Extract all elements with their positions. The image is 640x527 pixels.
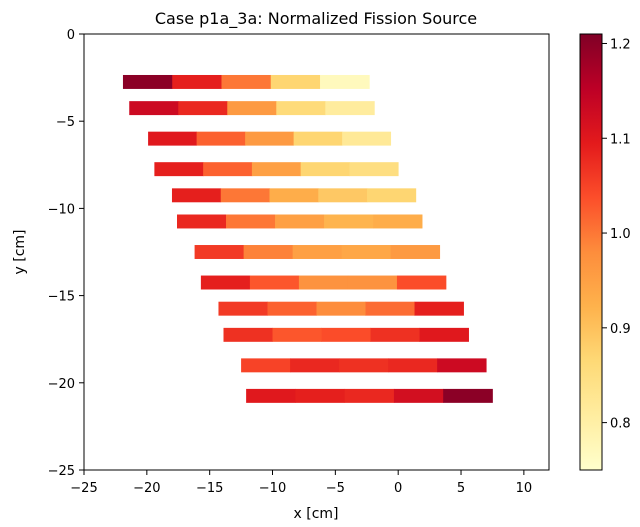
heatmap-cell [194, 245, 245, 259]
heatmap-cell [365, 301, 415, 316]
colorbar [579, 33, 603, 471]
x-tick-label: −25 [70, 481, 97, 496]
heatmap-cell [437, 358, 487, 373]
y-tick-label: −5 [56, 115, 75, 130]
colorbar-tick-label: 1.2 [610, 37, 631, 52]
heatmap-cell [270, 74, 321, 89]
heatmap-cell [349, 162, 399, 177]
colorbar-tick-label: 1.1 [610, 132, 631, 147]
heatmap-cell [321, 327, 371, 342]
heatmap-cell [276, 101, 326, 116]
heatmap-cell [267, 301, 317, 316]
heatmap-cell [300, 162, 350, 177]
heatmap-cell [342, 131, 392, 146]
heatmap-cell [324, 214, 374, 229]
y-tick-label: −15 [48, 290, 75, 305]
heatmap-cell [220, 188, 270, 203]
heatmap-cell [196, 131, 246, 146]
heatmap-cell [292, 245, 343, 259]
heatmap-cell [370, 327, 420, 342]
y-axis-label: y [cm] [12, 230, 28, 275]
heatmap-cell [320, 74, 370, 89]
heatmap-cell [414, 301, 464, 316]
heatmap-cell [241, 358, 291, 373]
heatmap-cell [293, 131, 343, 146]
heatmap-cell [203, 162, 253, 177]
heatmap-cell [269, 188, 319, 203]
x-tick-label: 10 [516, 481, 533, 496]
heatmap-cell [218, 301, 268, 316]
heatmap-cell [318, 188, 368, 203]
heatmap-cell [419, 327, 469, 342]
heatmap-cell [325, 101, 375, 116]
heatmap-cell [396, 275, 447, 290]
heatmap-cell [295, 388, 346, 403]
heatmap-cell [154, 162, 204, 177]
x-tick-label: 0 [394, 481, 402, 496]
heatmap-cell [393, 388, 444, 403]
heatmap-cell [347, 275, 398, 290]
x-tick-label: −10 [259, 481, 286, 496]
colorbar-tick-label: 1.0 [610, 227, 631, 242]
heatmap-cell [443, 388, 493, 403]
heatmap-cell [177, 214, 227, 229]
heatmap-cell [339, 358, 389, 373]
y-tick-label: −25 [48, 464, 75, 479]
heatmap-cell [388, 358, 438, 373]
heatmap-cell [200, 275, 251, 290]
heatmap-cell [178, 101, 228, 116]
heatmap-cell [226, 214, 276, 229]
x-tick-label: −20 [133, 481, 160, 496]
x-tick-label: −15 [196, 481, 223, 496]
x-axis-label: x [cm] [294, 506, 339, 522]
heatmap-cell [227, 101, 277, 116]
heatmap-cell [129, 101, 179, 116]
heatmap-cell [223, 327, 273, 342]
heatmap-cell [341, 245, 392, 259]
heatmap-cell [390, 245, 441, 259]
heatmap-cell [373, 214, 423, 229]
colorbar-tick-label: 0.9 [610, 322, 631, 337]
heatmap-cell [275, 214, 325, 229]
heatmap-cell [251, 162, 302, 177]
heatmap-cells [122, 74, 493, 403]
heatmap-cell [344, 388, 395, 403]
heatmap-cell [298, 275, 349, 290]
colorbar-ticks: 0.8 0.9 1.0 1.1 1.2 [602, 37, 631, 432]
chart-title: Case p1a_3a: Normalized Fission Source [155, 9, 477, 29]
heatmap-cell [367, 188, 417, 203]
heatmap-cell [290, 358, 340, 373]
heatmap-cell [221, 74, 272, 89]
x-axis-ticks: −25 −20 −15 −10 −5 0 5 10 [70, 470, 532, 496]
heatmap-cell [246, 388, 296, 403]
y-axis-ticks: 0 −5 −10 −15 −20 −25 [48, 28, 84, 479]
plot-frame [83, 33, 550, 471]
heatmap-cell [122, 74, 173, 89]
heatmap-cell [245, 131, 295, 146]
x-tick-label: 5 [457, 481, 465, 496]
colorbar-tick-label: 0.8 [610, 417, 631, 432]
heatmap-cell [171, 188, 222, 203]
y-tick-label: −20 [48, 377, 75, 392]
y-tick-label: 0 [67, 28, 75, 43]
heatmap-cell [249, 275, 300, 290]
heatmap-cell [172, 74, 222, 89]
x-tick-label: −5 [326, 481, 345, 496]
heatmap-cell [272, 327, 322, 342]
heatmap-cell [148, 131, 198, 146]
heatmap-cell [243, 245, 294, 259]
y-tick-label: −10 [48, 202, 75, 217]
heatmap-cell [316, 301, 366, 316]
